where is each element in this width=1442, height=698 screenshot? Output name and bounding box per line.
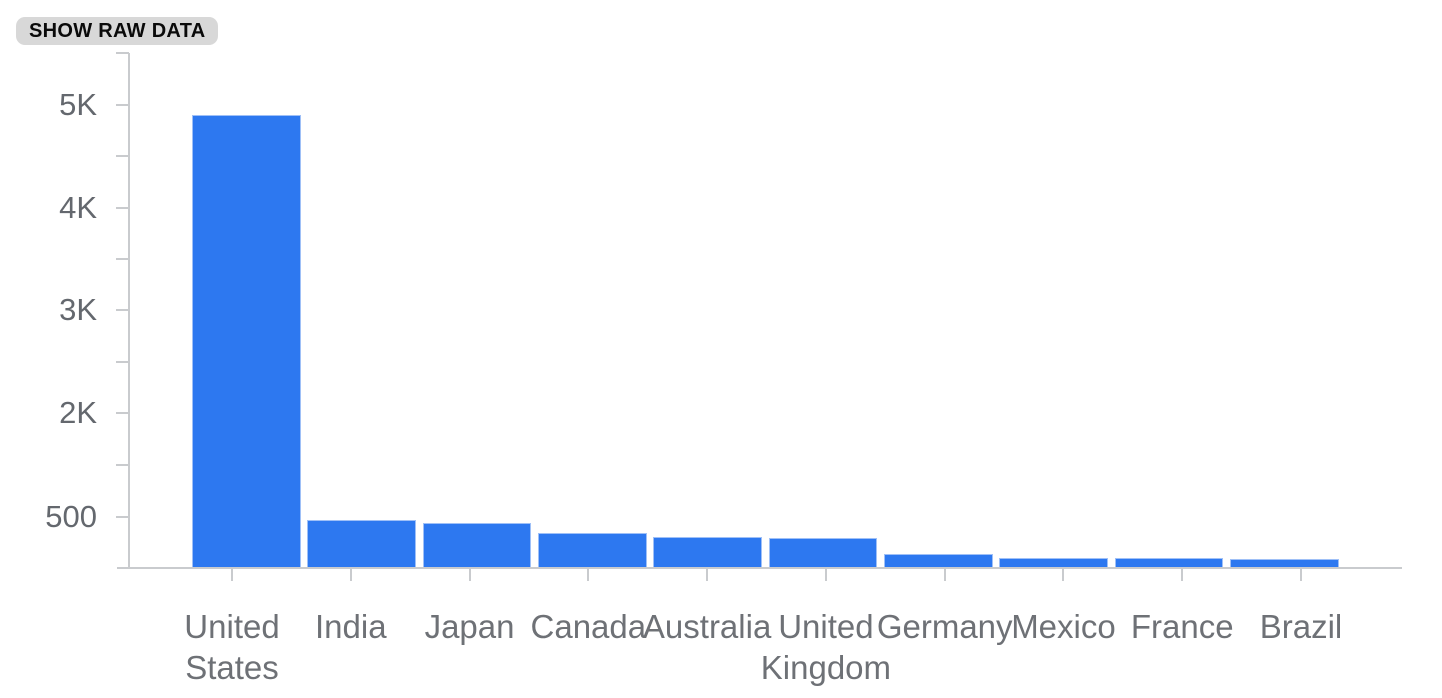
x-tick-label-france: France <box>1130 608 1234 645</box>
x-tick <box>349 567 352 581</box>
x-tick <box>587 567 590 581</box>
x-tick-label-australia: Australia <box>642 608 772 645</box>
x-tick <box>1300 567 1303 581</box>
x-tick <box>468 567 471 581</box>
bar-india[interactable] <box>307 520 416 568</box>
y-minor-tick <box>116 464 129 466</box>
x-tick <box>1181 567 1184 581</box>
bar-canada[interactable] <box>538 532 647 568</box>
y-tick-label: 500 <box>45 499 97 534</box>
x-tick-label-canada: Canada <box>530 608 647 645</box>
x-tick-label-india: India <box>314 608 387 645</box>
y-tick-label: 3K <box>59 292 97 328</box>
y-tick-label: 2K <box>59 395 97 430</box>
x-tick-label-united-kingdom: United Kingdom <box>760 608 892 686</box>
x-tick-label-germany: Germany <box>876 608 1013 645</box>
bar-japan[interactable] <box>422 523 532 568</box>
y-major-tick <box>116 516 129 518</box>
bar-united-kingdom[interactable] <box>768 537 878 568</box>
y-minor-tick <box>116 155 129 157</box>
bar-germany[interactable] <box>884 553 993 568</box>
x-tick-label-mexico: Mexico <box>1011 608 1116 645</box>
bar-australia[interactable] <box>653 536 762 568</box>
y-tick-label: 4K <box>59 189 97 225</box>
show-raw-data-button[interactable]: SHOW RAW DATA <box>16 17 219 45</box>
bar-united-states[interactable] <box>192 115 301 568</box>
x-tick-label-japan: Japan <box>424 608 515 645</box>
x-tick <box>231 567 233 581</box>
x-tick <box>706 567 709 581</box>
y-minor-tick <box>116 257 129 260</box>
x-tick <box>824 567 827 581</box>
x-axis-line <box>117 567 1402 569</box>
y-tick-label: 5K <box>59 87 97 122</box>
y-minor-tick <box>116 360 129 363</box>
y-major-tick <box>116 206 129 209</box>
x-tick <box>1062 567 1065 581</box>
y-axis-line <box>128 53 130 569</box>
x-tick-label-united-states: United States <box>184 608 280 686</box>
y-major-tick <box>116 309 129 312</box>
x-tick-label-brazil: Brazil <box>1259 608 1343 645</box>
y-major-tick <box>116 412 129 414</box>
y-major-tick <box>116 104 129 106</box>
y-minor-tick <box>116 52 129 54</box>
x-tick <box>943 567 946 581</box>
